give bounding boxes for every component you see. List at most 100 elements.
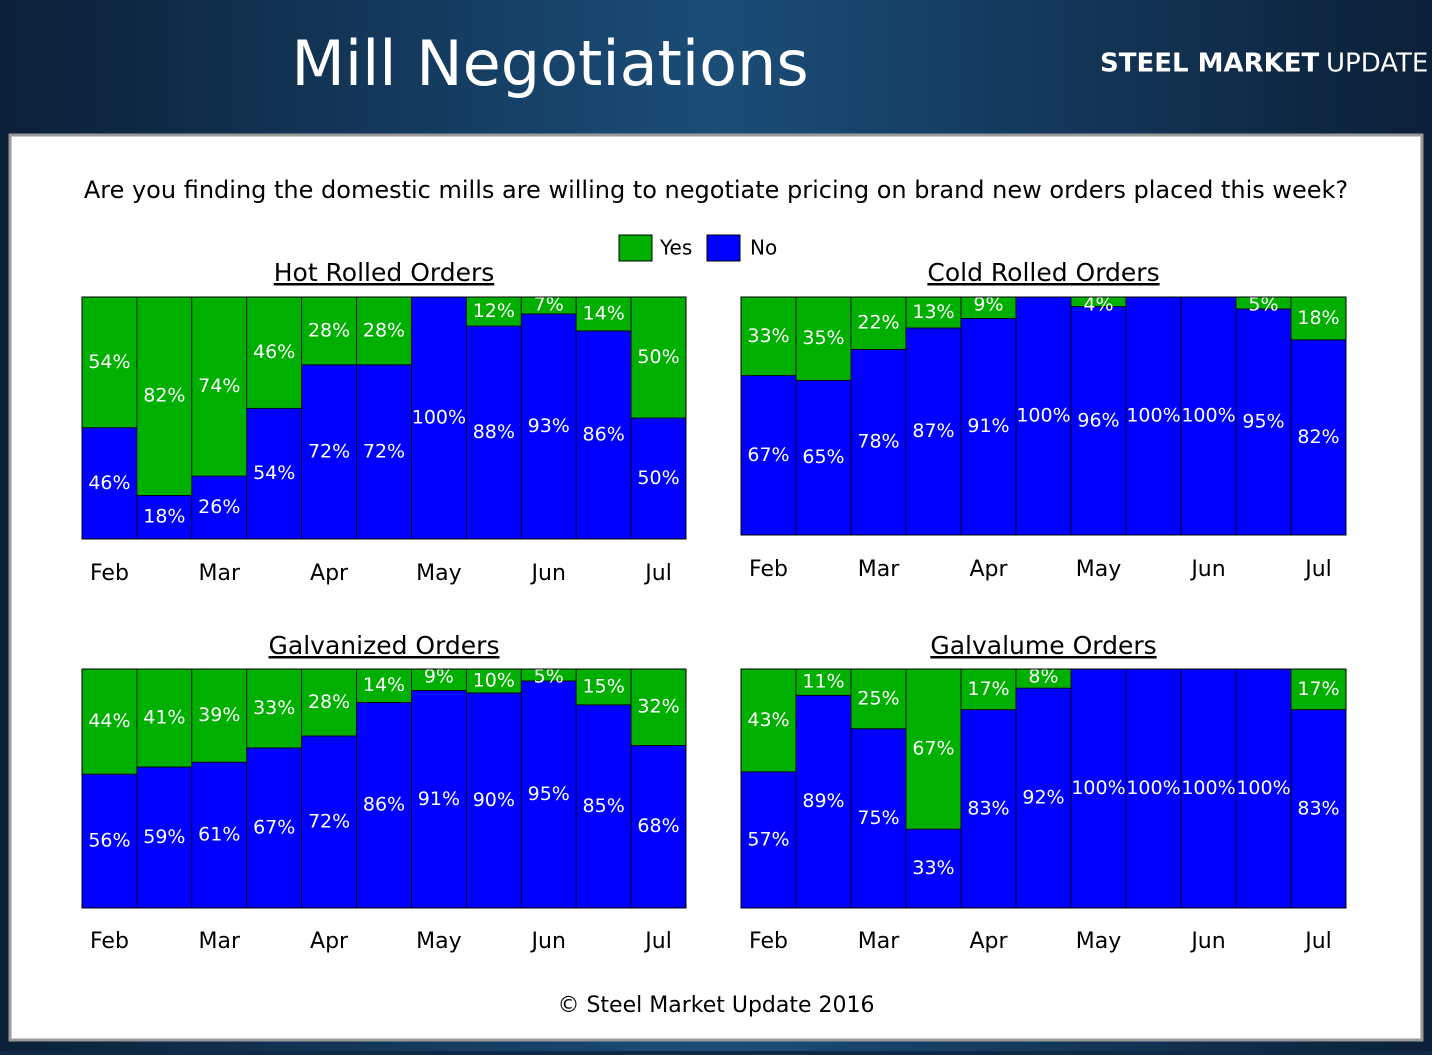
- bar-segment: [1290, 296, 1347, 341]
- bar-segment: [1290, 709, 1347, 909]
- x-tick-label: May: [1076, 929, 1121, 954]
- data-label: 43%: [747, 709, 789, 731]
- data-label: 12%: [473, 300, 515, 322]
- data-label: 86%: [363, 794, 405, 816]
- bar-segment: [411, 690, 467, 909]
- bar-segment: [191, 668, 248, 763]
- question: Are you finding the domestic mills are w…: [84, 176, 1348, 204]
- bar-segment: [850, 348, 907, 536]
- data-label: 11%: [802, 671, 844, 693]
- data-label: 18%: [143, 506, 185, 528]
- x-tick-label: Jun: [1189, 557, 1225, 582]
- bar-segment: [246, 668, 303, 749]
- data-label: 28%: [363, 319, 405, 341]
- data-label: 22%: [857, 312, 899, 334]
- legend-label: No: [750, 236, 777, 260]
- legend-swatch: [706, 234, 741, 262]
- data-label: 56%: [88, 830, 130, 852]
- bar-segment: [1015, 296, 1072, 536]
- plot-frame: [740, 296, 1347, 536]
- x-tick-label: Jul: [643, 929, 672, 954]
- data-label: 87%: [912, 420, 954, 442]
- bar-segment: [520, 313, 577, 540]
- data-label: 68%: [637, 815, 679, 837]
- plot-frame: [740, 668, 1347, 909]
- data-label: 83%: [967, 797, 1009, 819]
- data-label: 28%: [308, 691, 350, 713]
- bar-segment: [136, 766, 193, 909]
- data-label: 35%: [802, 327, 844, 349]
- bar-segment: [575, 704, 632, 909]
- legend-swatch: [618, 234, 653, 262]
- data-label: 75%: [857, 807, 899, 829]
- chart-title: Galvanized Orders: [269, 631, 500, 660]
- x-tick-label: Jul: [1303, 557, 1332, 582]
- bar-segment: [740, 296, 797, 376]
- bar-segment: [356, 668, 412, 703]
- bar-segment: [1125, 296, 1182, 536]
- data-label: 93%: [528, 415, 570, 437]
- bar-segment: [465, 692, 522, 909]
- data-label: 67%: [912, 738, 954, 760]
- data-label: 100%: [1126, 405, 1180, 427]
- data-label: 57%: [747, 828, 789, 850]
- data-label: 18%: [1297, 307, 1339, 329]
- data-label: 92%: [1022, 787, 1064, 809]
- footer: © Steel Market Update 2016: [557, 993, 874, 1018]
- page-title: Mill Negotiations: [291, 27, 808, 100]
- bar-segment: [795, 379, 852, 536]
- bar-segment: [850, 728, 907, 909]
- bar-segment: [191, 761, 248, 909]
- data-label: 78%: [857, 431, 899, 453]
- data-label: 39%: [198, 704, 240, 726]
- data-label: 14%: [363, 674, 405, 696]
- data-label: 46%: [88, 472, 130, 494]
- bar-segment: [1015, 687, 1072, 909]
- data-label: 33%: [747, 325, 789, 347]
- x-tick-label: Feb: [749, 557, 788, 582]
- data-label: 100%: [1016, 405, 1070, 427]
- x-tick-label: Jul: [1303, 929, 1332, 954]
- plot-frame: [81, 296, 687, 540]
- bar-segment: [191, 296, 248, 477]
- data-label: 83%: [1297, 797, 1339, 819]
- data-label: 10%: [473, 669, 515, 691]
- data-label: 50%: [637, 346, 679, 368]
- bar-segment: [246, 296, 303, 409]
- data-label: 54%: [253, 462, 295, 484]
- data-label: 17%: [967, 678, 1009, 700]
- chart-title: Galvalume Orders: [930, 631, 1156, 660]
- bar-segment: [356, 702, 412, 909]
- bar-segment: [136, 296, 193, 496]
- x-tick-label: Mar: [858, 929, 900, 954]
- x-tick-label: Mar: [858, 557, 900, 582]
- data-label: 33%: [253, 697, 295, 719]
- bar-segment: [465, 325, 522, 540]
- bar-segment: [905, 828, 962, 909]
- data-label: 17%: [1297, 678, 1339, 700]
- x-tick-label: Jun: [1189, 929, 1225, 954]
- bar-segment: [1235, 668, 1292, 909]
- data-label: 41%: [143, 706, 185, 728]
- bar-segment: [81, 296, 138, 429]
- data-label: 96%: [1077, 409, 1119, 431]
- x-tick-label: May: [416, 561, 461, 586]
- data-label: 46%: [253, 341, 295, 363]
- data-label: 61%: [198, 824, 240, 846]
- data-label: 5%: [534, 666, 564, 688]
- bar-segment: [1070, 668, 1127, 909]
- x-tick-label: Mar: [199, 929, 241, 954]
- data-label: 100%: [1236, 777, 1290, 799]
- data-label: 89%: [802, 790, 844, 812]
- chart-title: Cold Rolled Orders: [927, 258, 1159, 287]
- x-tick-label: May: [1076, 557, 1121, 582]
- data-label: 4%: [1083, 294, 1113, 316]
- data-label: 50%: [637, 467, 679, 489]
- bar-segment: [850, 668, 907, 730]
- data-label: 95%: [1242, 410, 1284, 432]
- data-label: 44%: [88, 710, 130, 732]
- x-tick-label: Apr: [310, 561, 349, 586]
- data-label: 32%: [637, 696, 679, 718]
- data-label: 74%: [198, 375, 240, 397]
